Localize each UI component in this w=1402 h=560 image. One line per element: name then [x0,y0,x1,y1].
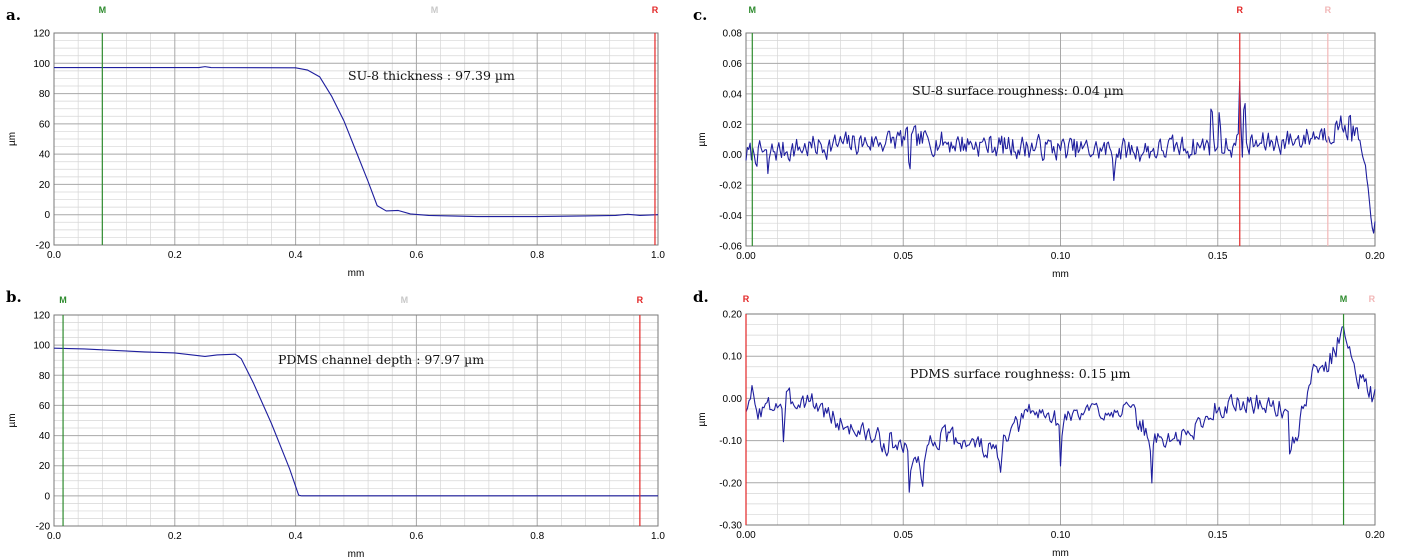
chart-panel-a: a. 0.0 0.2 0.4 0.6 0.8 1.0 -20 0 20 40 60 80 100 120 mm… [6,5,665,279]
y-tick-label: 0 [44,491,50,502]
measurement-annotation: PDMS surface roughness: 0.15 µm [910,366,1131,381]
y-tick-label: 40 [39,150,51,161]
y-tick-label: -0.10 [719,436,742,447]
y-tick-label: -0.02 [719,181,742,192]
x-tick-label: 0.20 [1365,251,1385,262]
cursor-marker-m: M [1340,294,1348,304]
y-tick-label: -0.06 [719,242,742,253]
cursor-marker-m: M [431,5,439,15]
x-tick-label: 0.8 [530,531,544,542]
panel-label: d. [693,288,709,306]
cursor-marker-r: R [1369,294,1376,304]
cursor-marker-r: R [1325,5,1332,15]
x-tick-label: 0.05 [894,251,914,262]
measurement-annotation: SU-8 surface roughness: 0.04 µm [912,83,1124,98]
x-tick-label: 1.0 [651,250,665,261]
x-tick-label: 0.00 [736,530,756,541]
y-tick-label: 0.00 [723,394,743,405]
x-axis-label: mm [1052,548,1069,559]
y-tick-label: -0.20 [719,478,742,489]
y-tick-label: 40 [39,431,51,442]
x-tick-label: 0.0 [47,250,61,261]
y-tick-label: 120 [33,311,50,322]
profile-trace [745,326,1376,493]
y-axis-label: µm [697,132,708,146]
gridlines [745,32,1376,247]
y-tick-label: 60 [39,119,51,130]
cursor-marker-r: R [652,5,659,15]
x-tick-label: 0.10 [1051,530,1071,541]
plot-frame [53,314,659,527]
x-tick-label: 0.2 [168,250,182,261]
y-tick-label: 120 [33,29,50,40]
panel-label: a. [6,6,21,24]
x-tick-label: 0.15 [1208,530,1228,541]
y-axis-label: µm [7,132,18,146]
x-tick-label: 0.6 [409,250,423,261]
x-tick-label: 0.15 [1208,251,1228,262]
x-tick-label: 1.0 [651,531,665,542]
x-tick-label: 0.2 [168,531,182,542]
chart-panel-c: c. 0.00 0.05 0.10 0.15 0.20 -0.06 -0.04 -0.02 0.0… [693,5,1385,280]
y-tick-label: 0.10 [723,352,743,363]
y-tick-label: -20 [36,522,51,533]
x-tick-label: 0.00 [736,251,756,262]
y-tick-label: 100 [33,59,50,70]
x-axis-label: mm [348,268,365,279]
y-tick-label: 0 [44,210,50,221]
chart-panel-d: d. 0.00 0.05 0.10 0.15 0.20 -0.30 -0.20 -0.10 0.0… [693,288,1385,559]
profile-trace [53,347,658,497]
cursor-marker-m: M [401,295,409,305]
y-tick-label: 20 [39,180,51,191]
panel-label: b. [6,288,22,306]
x-tick-label: 0.0 [47,531,61,542]
y-tick-label: 60 [39,401,51,412]
x-tick-label: 0.05 [894,530,914,541]
gridlines [745,313,1376,526]
y-tick-label: 20 [39,461,51,472]
x-tick-label: 0.4 [289,250,303,261]
y-tick-label: 80 [39,371,51,382]
measurement-annotation: SU-8 thickness : 97.39 µm [348,68,515,83]
cursor-marker-m: M [99,5,107,15]
cursor-marker-m: M [749,5,757,15]
x-axis-label: mm [1052,269,1069,280]
profile-trace [745,80,1376,234]
cursor-marker-m: M [59,295,67,305]
cursor-marker-r: R [743,294,750,304]
x-tick-label: 0.8 [530,250,544,261]
y-tick-label: 80 [39,89,51,100]
x-tick-label: 0.4 [289,531,303,542]
profile-trace [54,66,659,218]
y-tick-label: 100 [33,341,50,352]
x-tick-label: 0.20 [1365,530,1385,541]
y-tick-label: 0.20 [723,310,743,321]
cursor-marker-r: R [1237,5,1244,15]
y-tick-label: 0.02 [723,120,743,131]
y-tick-label: 0.08 [723,29,743,40]
y-axis-label: µm [7,413,18,427]
plot-frame [53,32,659,246]
x-tick-label: 0.10 [1051,251,1071,262]
measurement-annotation: PDMS channel depth : 97.97 µm [278,352,484,367]
y-axis-label: µm [697,412,708,426]
y-tick-label: 0.00 [723,150,743,161]
chart-panel-b: b. 0.0 0.2 0.4 0.6 0.8 1.0 -20 0 20 40 60 80 100 120 mm… [6,288,665,560]
y-tick-label: 0.06 [723,59,743,70]
y-tick-label: -0.30 [719,521,742,532]
x-tick-label: 0.6 [409,531,423,542]
y-tick-label: -0.04 [719,211,742,222]
cursor-marker-r: R [637,295,644,305]
y-tick-label: 0.04 [723,89,743,100]
x-axis-label: mm [348,549,365,560]
panel-label: c. [693,6,707,24]
y-tick-label: -20 [36,241,51,252]
plot-frame [745,32,1376,247]
